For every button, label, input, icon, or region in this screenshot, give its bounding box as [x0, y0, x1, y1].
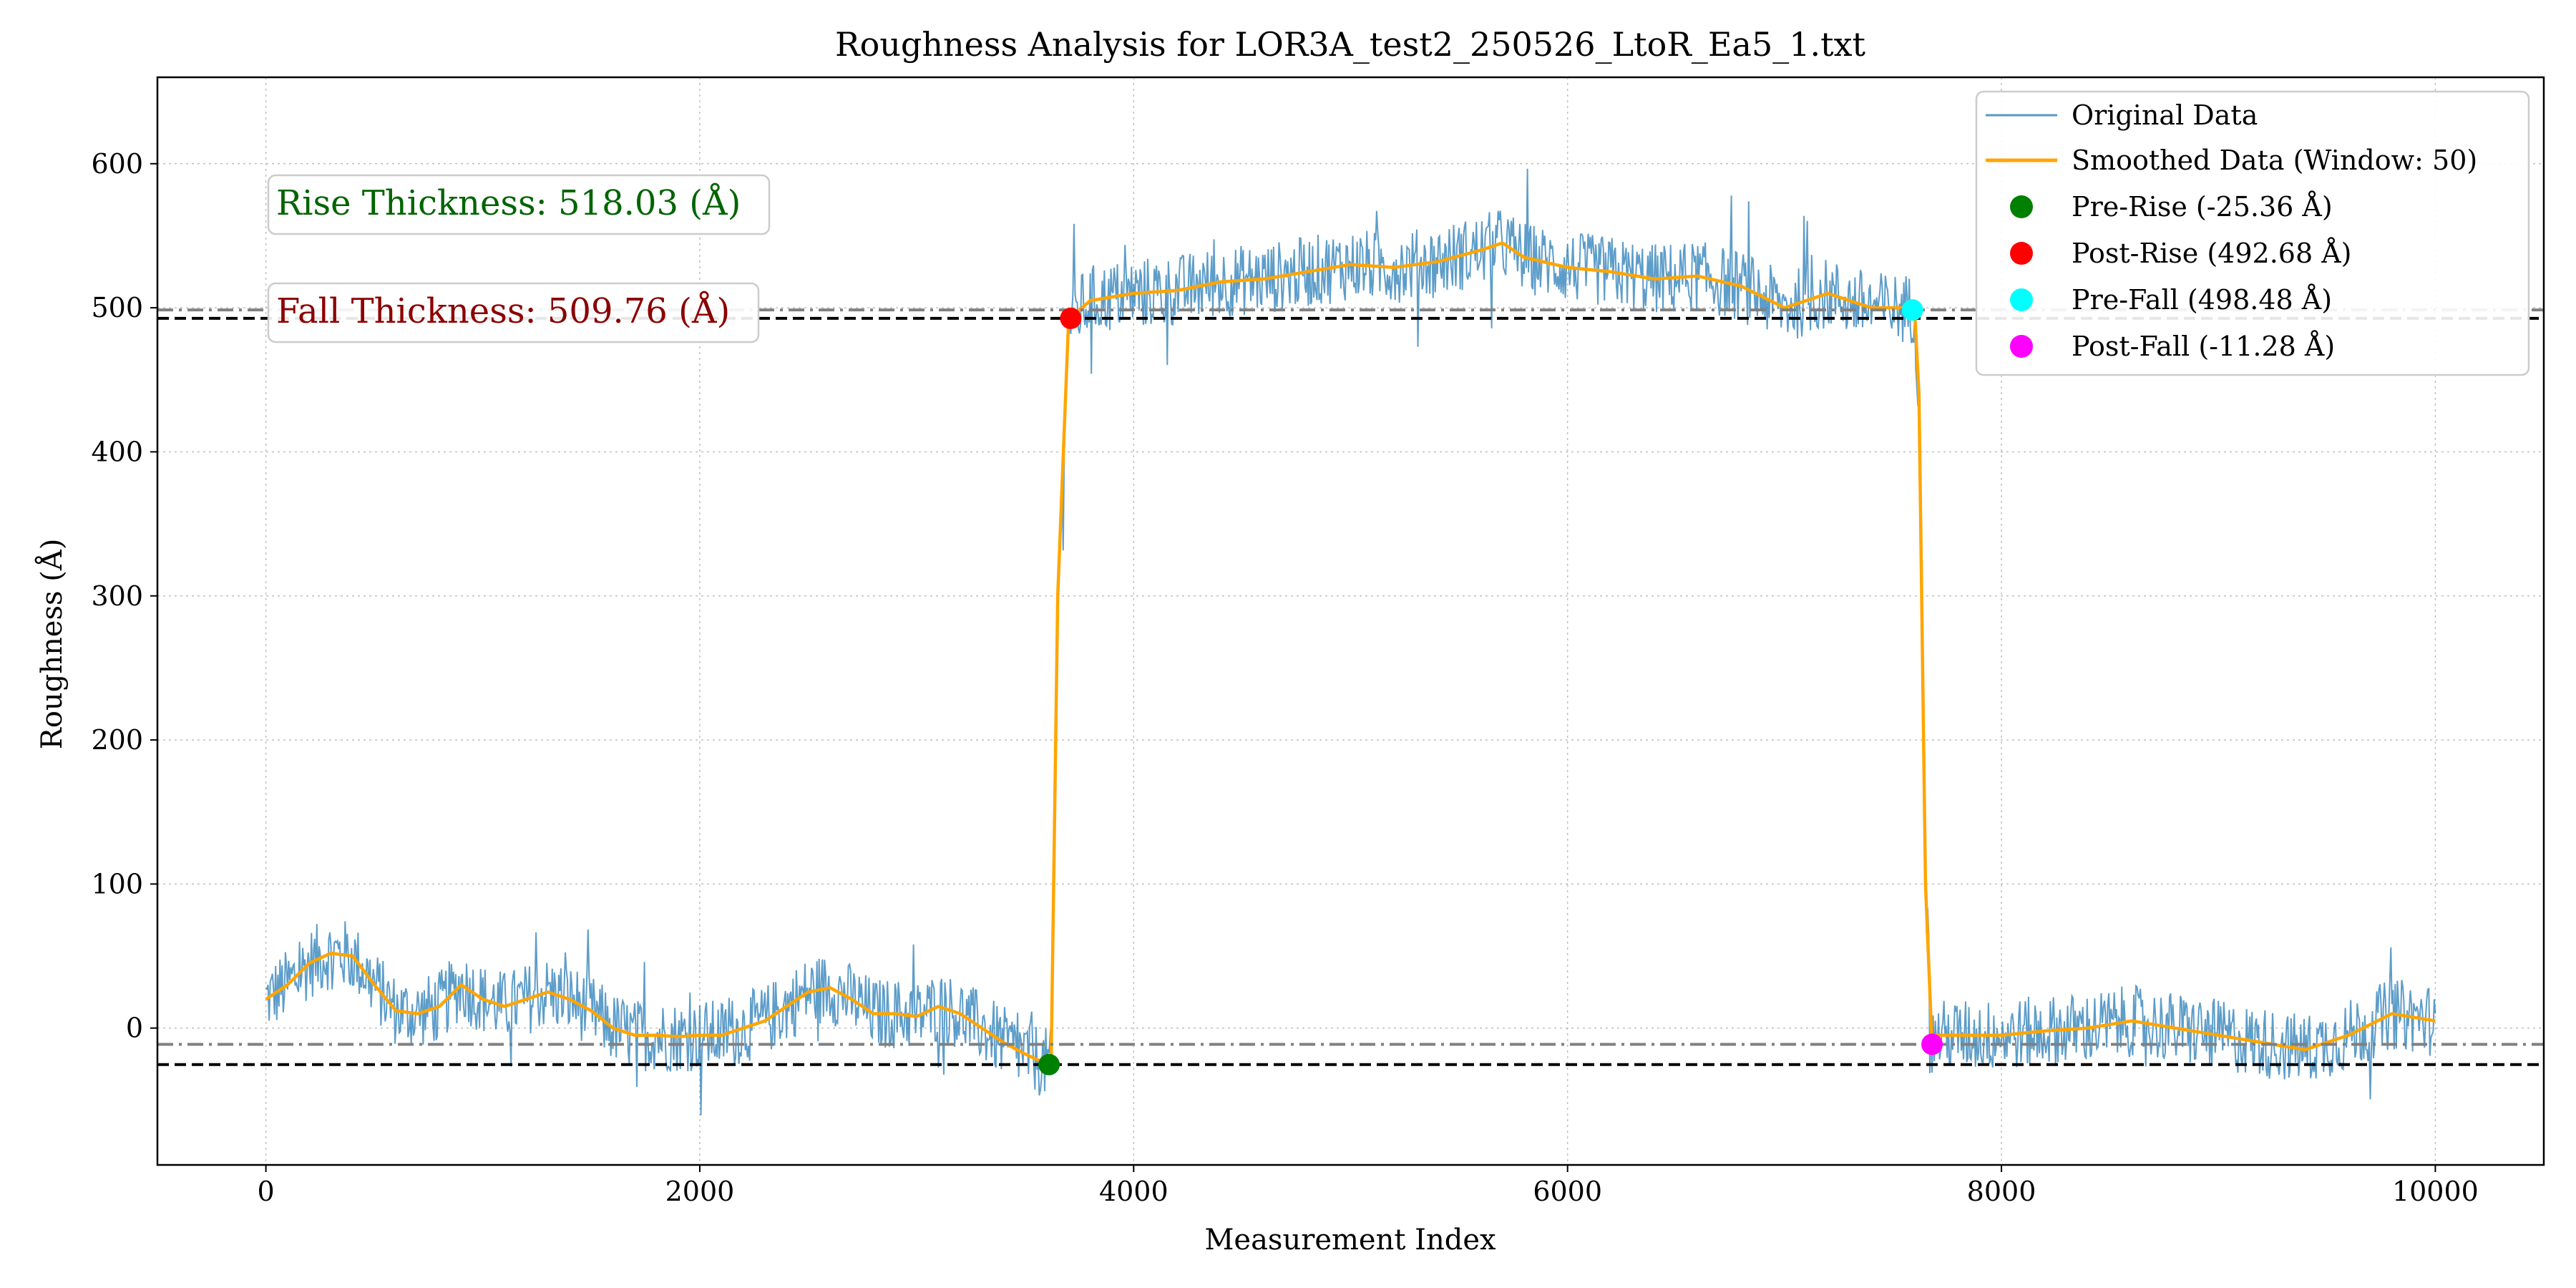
x-tick-label: 4000	[1099, 1176, 1169, 1207]
legend-post-fall-marker	[2010, 335, 2033, 358]
y-tick-label: 300	[91, 580, 143, 612]
x-tick-label: 10000	[2392, 1176, 2479, 1207]
legend-pre-rise-marker	[2010, 195, 2033, 218]
legend-post-fall-label: Post-Fall (-11.28 Å)	[2072, 331, 2335, 362]
rise-thickness-text: Rise Thickness: 518.03 (Å)	[276, 182, 741, 223]
x-tick-label: 6000	[1533, 1176, 1602, 1207]
y-tick-label: 0	[126, 1013, 143, 1044]
y-tick-label: 400	[91, 436, 143, 467]
fall-thickness-annotation: Fall Thickness: 509.76 (Å)	[267, 282, 760, 343]
legend: Original Data Smoothed Data (Window: 50)…	[1975, 90, 2530, 376]
x-tick-label: 0	[257, 1176, 274, 1207]
y-axis-label: Roughness (Å)	[35, 539, 69, 750]
legend-pre-fall-marker	[2010, 288, 2033, 311]
pre-rise-marker	[1038, 1053, 1060, 1075]
y-tick-label: 500	[91, 292, 143, 323]
ticks: 0 2000 4000 6000 8000 10000 0 100 200 300 400 500 60…	[91, 148, 2478, 1207]
legend-post-rise-label: Post-Rise (492.68 Å)	[2072, 238, 2352, 269]
grid	[157, 77, 2544, 1165]
x-tick-label: 8000	[1967, 1176, 2036, 1207]
legend-smoothed-label: Smoothed Data (Window: 50)	[2072, 145, 2477, 176]
x-axis-label: Measurement Index	[1204, 1224, 1496, 1257]
legend-pre-fall-label: Pre-Fall (498.48 Å)	[2072, 284, 2332, 316]
pre-fall-marker	[1901, 299, 1923, 321]
legend-pre-rise-label: Pre-Rise (-25.36 Å)	[2072, 191, 2333, 223]
axes-frame	[156, 76, 2545, 1166]
y-tick-label: 600	[91, 148, 143, 180]
y-tick-label: 200	[91, 724, 143, 756]
post-rise-marker	[1060, 307, 1082, 329]
legend-original-label: Original Data	[2072, 99, 2258, 131]
rise-thickness-annotation: Rise Thickness: 518.03 (Å)	[267, 174, 771, 235]
x-tick-label: 2000	[665, 1176, 735, 1207]
post-fall-marker	[1921, 1033, 1943, 1055]
y-tick-label: 100	[91, 868, 143, 899]
fall-thickness-text: Fall Thickness: 509.76 (Å)	[276, 291, 730, 331]
chart-title: Roughness Analysis for LOR3A_test2_25052…	[835, 25, 1866, 64]
legend-post-rise-marker	[2010, 242, 2033, 265]
